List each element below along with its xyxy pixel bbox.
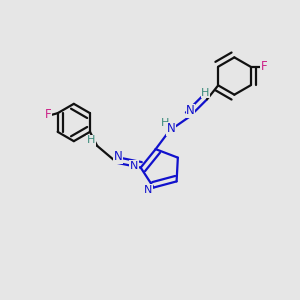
Text: N: N [114, 150, 123, 163]
Text: H: H [201, 88, 210, 98]
Text: H: H [161, 118, 169, 128]
Text: N: N [167, 122, 176, 135]
Text: N: N [186, 104, 195, 117]
Text: N: N [144, 185, 152, 195]
Text: N: N [130, 161, 138, 171]
Text: F: F [261, 60, 268, 73]
Text: F: F [44, 108, 51, 121]
Text: H: H [87, 135, 95, 145]
